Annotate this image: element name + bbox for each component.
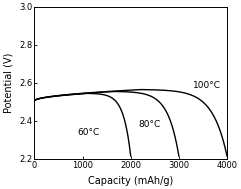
Text: 60°C: 60°C [78,128,100,137]
Y-axis label: Potential (V): Potential (V) [3,53,13,113]
X-axis label: Capacity (mAh/g): Capacity (mAh/g) [88,176,173,186]
Text: 100°C: 100°C [193,81,221,90]
Text: 80°C: 80°C [138,120,160,129]
